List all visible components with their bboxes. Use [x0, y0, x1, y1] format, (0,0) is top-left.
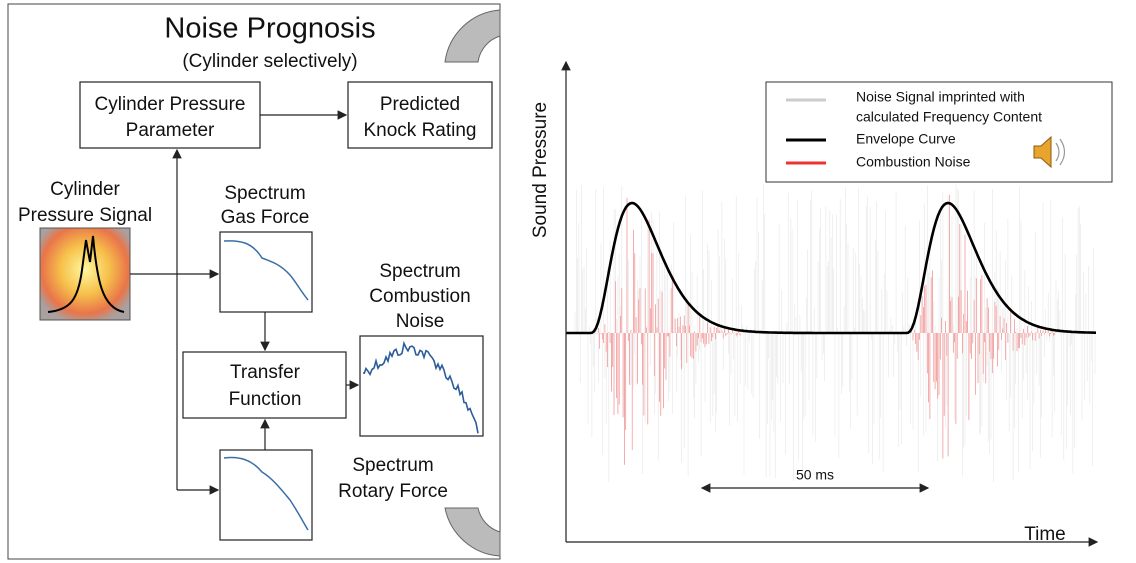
node-label: Predicted: [380, 94, 460, 115]
node-box: [182, 351, 347, 419]
legend-label: Envelope Curve: [856, 131, 956, 147]
envelope-curve: [566, 201, 1096, 335]
node-box: [219, 231, 313, 313]
node-label: Noise: [396, 311, 445, 332]
legend-label: Combustion Noise: [856, 154, 971, 170]
subtitle: (Cylinder selectively): [182, 51, 357, 72]
node-label: Parameter: [126, 120, 215, 141]
node-label: Spectrum: [352, 455, 433, 476]
node-label: Cylinder Pressure: [95, 94, 246, 115]
legend-label: calculated Frequency Content: [856, 109, 1042, 125]
node-label: Spectrum: [224, 183, 305, 204]
bracket-top: [444, 9, 501, 63]
annotation: 50 ms: [796, 467, 834, 483]
node-label: Gas Force: [221, 207, 310, 228]
node-box: [219, 449, 313, 541]
node-label: Cylinder: [50, 179, 120, 200]
spectrum-curve: [223, 456, 309, 531]
speaker-icon: [1033, 135, 1066, 169]
pressure-curve: [47, 235, 125, 313]
spectrum-curve: [363, 340, 479, 434]
node-box: [79, 81, 261, 149]
node-box: [359, 335, 484, 437]
legend-label: Noise Signal imprinted with: [856, 89, 1025, 105]
node-box: [347, 81, 493, 149]
x-axis-label: Time: [1024, 524, 1066, 545]
title: Noise Prognosis: [164, 13, 375, 45]
node-label: Spectrum: [379, 261, 460, 282]
node-label: Knock Rating: [363, 120, 476, 141]
node-label: Combustion: [369, 286, 470, 307]
spectrum-curve: [223, 240, 309, 301]
signal-plot: [566, 184, 1096, 483]
y-axis-label: Sound Pressure: [530, 102, 551, 238]
node-label: Rotary Force: [338, 481, 448, 502]
node-label: Pressure Signal: [18, 205, 152, 226]
node-label: Transfer: [230, 362, 301, 383]
node-label: Function: [229, 389, 302, 410]
bracket-bottom: [444, 507, 501, 557]
combustion-noise: [595, 194, 1057, 465]
